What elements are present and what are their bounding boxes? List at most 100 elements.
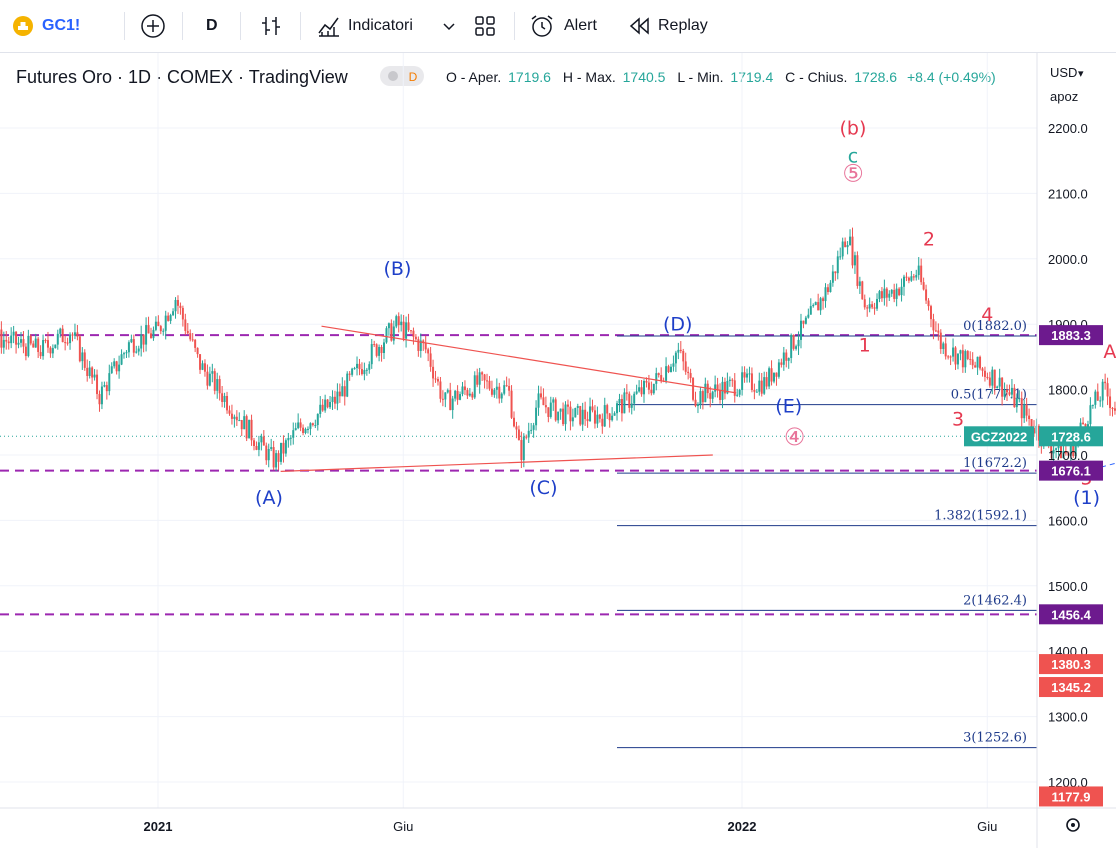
replay-button[interactable]: Replay [628, 0, 708, 52]
candle-body [395, 316, 398, 327]
compare-button[interactable] [140, 0, 166, 52]
candle-body [71, 334, 74, 336]
candle-body [728, 379, 731, 381]
candle-body [562, 408, 565, 425]
candle-body [27, 335, 30, 357]
chart-type-button[interactable] [258, 0, 284, 52]
grid-lines [0, 53, 1037, 808]
candle-body [669, 366, 672, 372]
candle-body [566, 404, 569, 407]
candle-body [1072, 443, 1075, 457]
alert-button[interactable]: Alert [528, 0, 597, 52]
candle-body [574, 407, 577, 418]
interval-button[interactable]: D [206, 0, 218, 52]
candle-body [856, 255, 859, 286]
candle-body [893, 289, 896, 299]
interval-label: D [206, 17, 218, 34]
candle-body [719, 390, 722, 400]
candle-body [127, 342, 130, 353]
candle-body [115, 361, 118, 372]
candle-body [866, 307, 869, 309]
candle-body [831, 271, 834, 283]
candle-body [240, 420, 243, 430]
layouts-button[interactable] [472, 0, 498, 52]
chevron-down-icon[interactable]: ▾ [1078, 68, 1084, 80]
settings-button[interactable] [1066, 818, 1080, 832]
candle-body [154, 321, 157, 330]
candle-body [123, 353, 126, 355]
gear-icon[interactable] [1066, 818, 1080, 832]
candle-body [505, 385, 508, 387]
candle-body [309, 423, 312, 429]
candle-body [1094, 391, 1097, 405]
candle-body [473, 375, 476, 398]
candle-body [17, 342, 20, 345]
candle-body [1113, 408, 1116, 411]
candle-body [262, 436, 265, 446]
symbol-search[interactable]: GC1! [12, 0, 80, 52]
candle-body [743, 372, 746, 378]
candle-body [522, 436, 525, 461]
candle-body [0, 329, 3, 348]
low-value: 1719.4 [730, 69, 773, 85]
candle-body [638, 387, 641, 392]
candle-body [132, 339, 135, 353]
candle-body [329, 401, 332, 408]
candle-body [500, 393, 503, 399]
candle-body [385, 328, 388, 343]
wave-label: ④ [784, 423, 806, 451]
candle-body [559, 408, 562, 412]
indicators-dropdown[interactable] [442, 0, 456, 52]
candle-body [370, 344, 373, 365]
candle-body [243, 416, 246, 430]
candle-body [628, 393, 631, 408]
candle-body [976, 356, 979, 368]
candle-body [797, 339, 800, 347]
candle-body [1015, 398, 1018, 408]
candle-body [549, 402, 552, 417]
candle-body [692, 378, 695, 400]
candle-body [513, 417, 516, 427]
candle-body [964, 351, 967, 368]
candle-body [979, 356, 982, 369]
candle-body [581, 409, 584, 425]
time-axis[interactable]: 2021Giu2022Giu2023Giu2024 [144, 819, 1116, 834]
scale-mode-label[interactable]: apoz [1050, 89, 1078, 104]
candle-body [1086, 424, 1089, 428]
candle-body [1096, 391, 1099, 401]
candle-body [24, 346, 27, 357]
candle-body [34, 338, 37, 348]
currency-label[interactable]: USD [1050, 65, 1077, 80]
candle-body [917, 265, 920, 276]
candle-body [142, 334, 145, 345]
wave-label: (A) [255, 487, 283, 509]
candle-body [660, 375, 663, 381]
low-label: L - Min. [677, 69, 723, 85]
candle-body [486, 380, 489, 382]
candle-body [267, 448, 270, 461]
price-chart[interactable]: Futures Oro · 1D · COMEX · TradingView D… [0, 53, 1116, 848]
candle-body [181, 307, 184, 320]
candle-body [390, 323, 393, 341]
candle-body [407, 322, 410, 331]
candle-body [753, 389, 756, 392]
candle-body [248, 419, 251, 439]
chart-legend: Futures Oro · 1D · COMEX · TradingView D… [16, 66, 996, 87]
candle-body [216, 379, 219, 391]
candle-body [145, 325, 148, 345]
price-tag-label: 1380.3 [1051, 657, 1091, 672]
candle-body [593, 410, 596, 424]
x-tick-label: Giu [977, 819, 997, 834]
indicators-button[interactable]: Indicatori [316, 0, 413, 52]
candle-body [282, 442, 285, 454]
wave-label: 4 [981, 304, 993, 326]
candle-body [59, 328, 62, 334]
price-scale-header[interactable]: USD ▾ apoz [1050, 65, 1084, 104]
candle-body [530, 429, 533, 431]
candle-body [589, 406, 592, 422]
candle-body [640, 387, 643, 395]
candle-body [346, 373, 349, 397]
candle-body [149, 333, 152, 339]
candle-body [780, 362, 783, 365]
candle-body [105, 385, 108, 392]
